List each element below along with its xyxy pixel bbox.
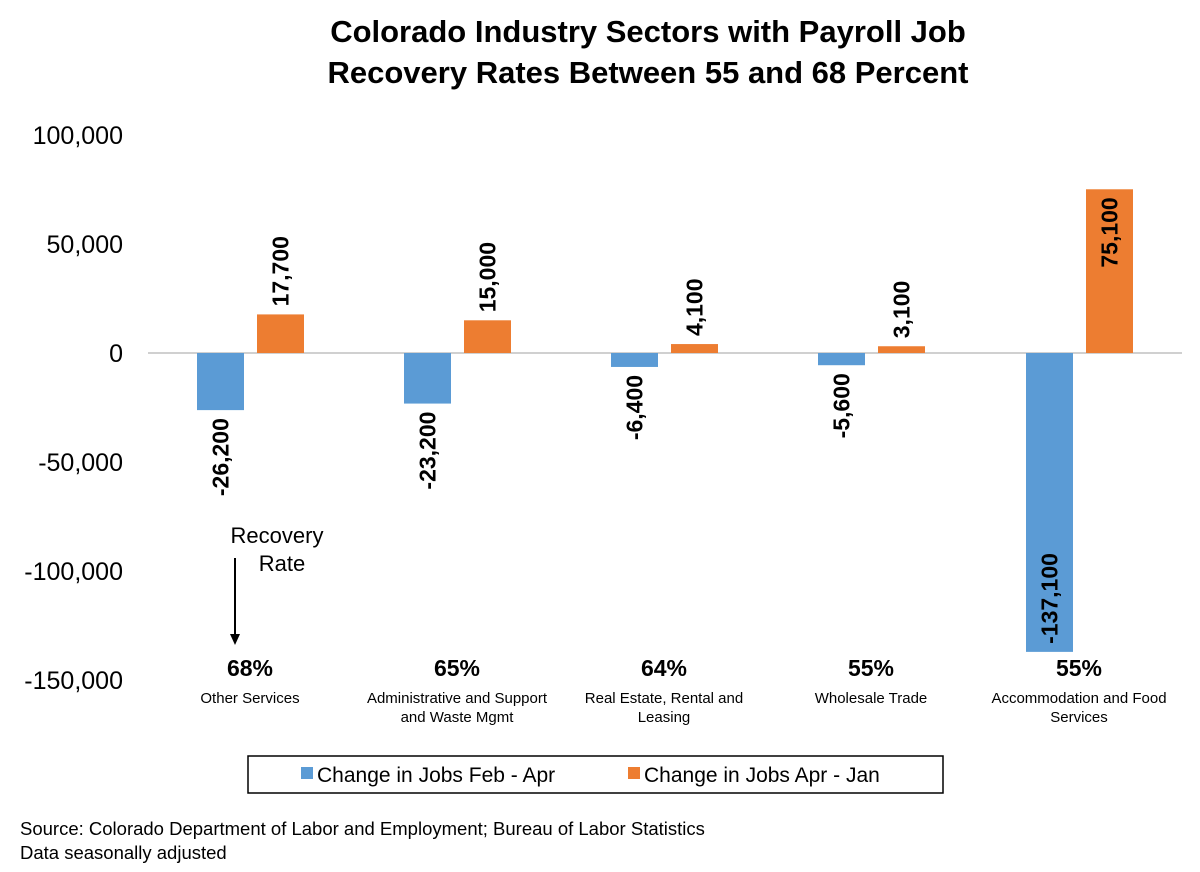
data-label: -137,100: [1037, 553, 1063, 644]
category-label: Real Estate, Rental and: [585, 690, 743, 707]
data-label: -6,400: [622, 375, 648, 440]
data-label: 75,100: [1097, 197, 1123, 267]
legend: Change in Jobs Feb - Apr Change in Jobs …: [247, 755, 944, 794]
data-label: 15,000: [475, 242, 501, 312]
bar-apr-jan: [671, 344, 718, 353]
arrow-head-icon: [230, 634, 240, 645]
legend-swatch-apr-jan: [628, 767, 640, 779]
chart-title-line-2: Recovery Rates Between 55 and 68 Percent: [328, 55, 969, 90]
category-label: Other Services: [200, 690, 299, 707]
y-tick-label: -150,000: [24, 667, 123, 695]
category-label: Services: [1050, 709, 1108, 726]
bar-feb-apr: [611, 353, 658, 367]
data-label: 17,700: [268, 236, 294, 306]
data-label: -26,200: [208, 418, 234, 496]
bar-apr-jan: [464, 320, 511, 353]
data-label: -23,200: [415, 412, 441, 490]
legend-label-apr-jan: Change in Jobs Apr - Jan: [644, 764, 880, 787]
bar-feb-apr: [818, 353, 865, 366]
data-label: -5,600: [829, 373, 855, 438]
y-tick-label: 50,000: [47, 231, 123, 259]
category-label: and Waste Mgmt: [401, 709, 515, 726]
category-label: Wholesale Trade: [815, 690, 928, 707]
recovery-rate-label: 55%: [848, 655, 894, 681]
seasonal-note: Data seasonally adjusted: [20, 842, 227, 863]
recovery-rate-label: 55%: [1056, 655, 1102, 681]
recovery-rate-label: 65%: [434, 655, 480, 681]
bar-feb-apr: [197, 353, 244, 411]
data-label: 3,100: [889, 281, 915, 339]
annotation-line-2: Rate: [259, 551, 305, 576]
bar-feb-apr: [404, 353, 451, 404]
legend-label-feb-apr: Change in Jobs Feb - Apr: [317, 764, 555, 787]
y-tick-label: -100,000: [24, 558, 123, 586]
annotation-line-1: Recovery: [231, 523, 324, 548]
recovery-rate-label: 68%: [227, 655, 273, 681]
data-label: 4,100: [682, 278, 708, 336]
bar-apr-jan: [257, 314, 304, 353]
chart-title-line-1: Colorado Industry Sectors with Payroll J…: [330, 14, 966, 49]
y-tick-label: 0: [109, 340, 123, 368]
bar-feb-apr: [1026, 353, 1073, 652]
y-tick-label: 100,000: [33, 122, 123, 150]
category-label: Leasing: [638, 709, 691, 726]
legend-swatch-feb-apr: [301, 767, 313, 779]
category-label: Administrative and Support: [367, 690, 548, 707]
source-note: Source: Colorado Department of Labor and…: [20, 818, 705, 839]
category-label: Accommodation and Food: [991, 690, 1166, 707]
bar-apr-jan: [1086, 189, 1133, 353]
y-tick-label: -50,000: [38, 449, 123, 477]
recovery-rate-annotation: Recovery Rate: [230, 523, 323, 645]
bar-apr-jan: [878, 346, 925, 353]
recovery-rate-label: 64%: [641, 655, 687, 681]
